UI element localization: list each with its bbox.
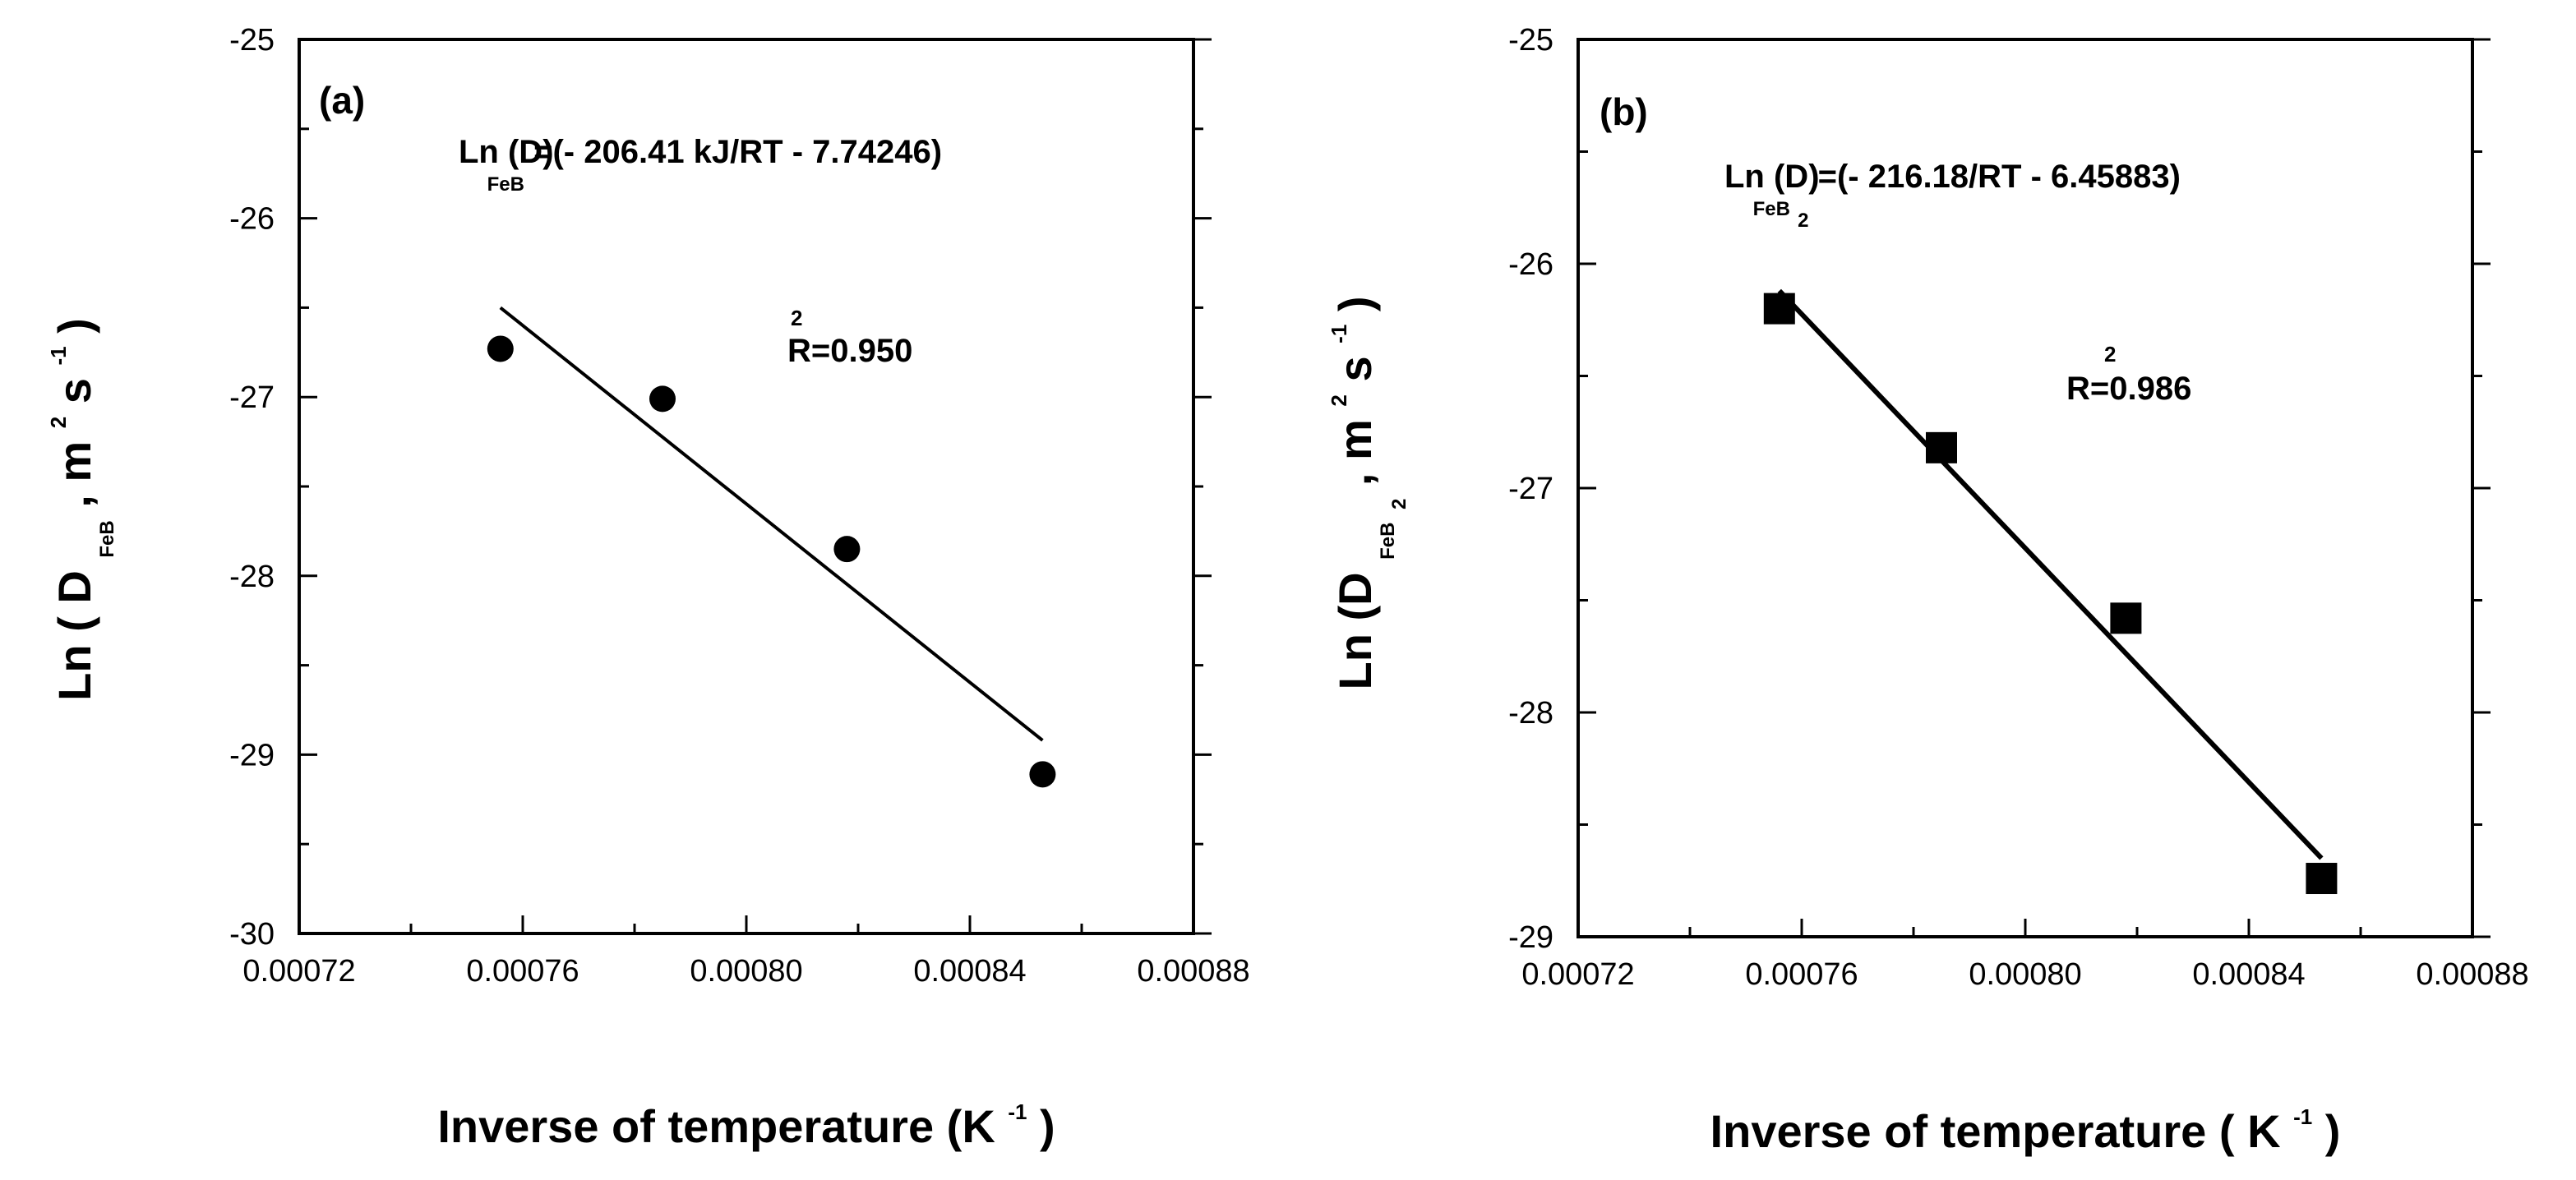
y-tick-label: -26: [1508, 247, 1553, 282]
data-point: [2110, 602, 2142, 634]
x-axis-title-b: Inverse of temperature ( K -1 ): [1710, 1082, 2341, 1157]
equation-b: Ln (D) FeB 2 =(- 216.18/RT - 6.45883): [1724, 159, 2181, 234]
fit-line-b: [1777, 288, 2324, 860]
equation-sub-b: FeB: [1753, 198, 1790, 220]
panel-label-b: (b): [1600, 90, 1648, 133]
x-tick-label: 0.00084: [913, 954, 1026, 989]
y-tick-label: -27: [229, 380, 275, 415]
data-point: [487, 335, 514, 362]
r2-label-a: R=0.950: [787, 333, 912, 369]
y-tick-label: -29: [1508, 920, 1553, 955]
x-axis-title-a: Inverse of temperature (K -1 ): [437, 1077, 1055, 1152]
x-tick-label: 0.00088: [2416, 957, 2528, 992]
equation-prefix-b: Ln (D): [1724, 159, 1820, 195]
r2-label-b: R=0.986: [2066, 371, 2191, 407]
r2-sup-a: 2: [791, 306, 802, 330]
x-tick-label: 0.00088: [1137, 954, 1249, 989]
x-ticks-b: 0.00072 0.00076 0.00080 0.00084 0.00088: [1521, 919, 2529, 992]
data-point: [833, 536, 861, 563]
equation-sub2-b: 2: [1798, 210, 1808, 232]
y-tick-label: -26: [229, 202, 275, 237]
data-point: [2306, 863, 2338, 895]
y-tick-label: -28: [229, 560, 275, 594]
equation-sub-a: FeB: [487, 173, 524, 196]
x-tick-label: 0.00084: [2192, 957, 2305, 992]
y-tick-label: -28: [1508, 696, 1553, 731]
equation-prefix-a: Ln (D): [459, 134, 554, 170]
data-point: [649, 385, 676, 413]
x-tick-label: 0.00080: [1969, 957, 2081, 992]
x-tick-label: 0.00076: [1745, 957, 1858, 992]
plot-frame-a: [298, 38, 1195, 935]
x-tick-label: 0.00072: [242, 954, 355, 989]
x-tick-label: 0.00080: [690, 954, 802, 989]
y-ticks-b: -25 -26 -27 -28 -29: [1508, 23, 2491, 955]
r2-sup-b: 2: [2104, 342, 2116, 366]
panel-label-a: (a): [319, 79, 365, 122]
y-tick-label: -30: [229, 917, 275, 952]
y-tick-label: -27: [1508, 472, 1553, 506]
equation-body-b: =(- 216.18/RT - 6.45883): [1818, 159, 2181, 195]
x-tick-label: 0.00076: [466, 954, 579, 989]
y-axis-title-b: Ln (D FeB 2 , m 2 s -1 ): [1304, 296, 1415, 689]
y-axis-title-a: Ln ( D FeB , m 2 s -1 ): [24, 318, 123, 701]
x-ticks-a: 0.00072 0.00076 0.00080 0.00084 0.00088: [242, 915, 1250, 989]
chart-panel-a: 0.00072 0.00076 0.00080 0.00084 0.00088 -25-…: [24, 23, 1250, 1152]
data-points-b: [1763, 293, 2338, 895]
x-tick-label: 0.00072: [1521, 957, 1634, 992]
y-tick-label: -25: [1508, 23, 1553, 58]
equation-body-a: =(- 206.41 kJ/RT - 7.74246): [533, 134, 942, 170]
data-points-a: [487, 335, 1056, 788]
y-tick-label: -29: [229, 738, 275, 772]
y-ticks-a: -25 -26 -27 -28 -29 -30: [229, 23, 1212, 952]
data-point: [1029, 761, 1056, 788]
equation-a: Ln (D) FeB =(- 206.41 kJ/RT - 7.74246): [459, 134, 942, 198]
fit-line-a: [499, 306, 1044, 742]
y-tick-label: -25: [229, 23, 275, 58]
data-point: [1763, 293, 1795, 325]
chart-panel-b: 0.00072 0.00076 0.00080 0.00084 0.00088 -25-…: [1304, 23, 2529, 1157]
